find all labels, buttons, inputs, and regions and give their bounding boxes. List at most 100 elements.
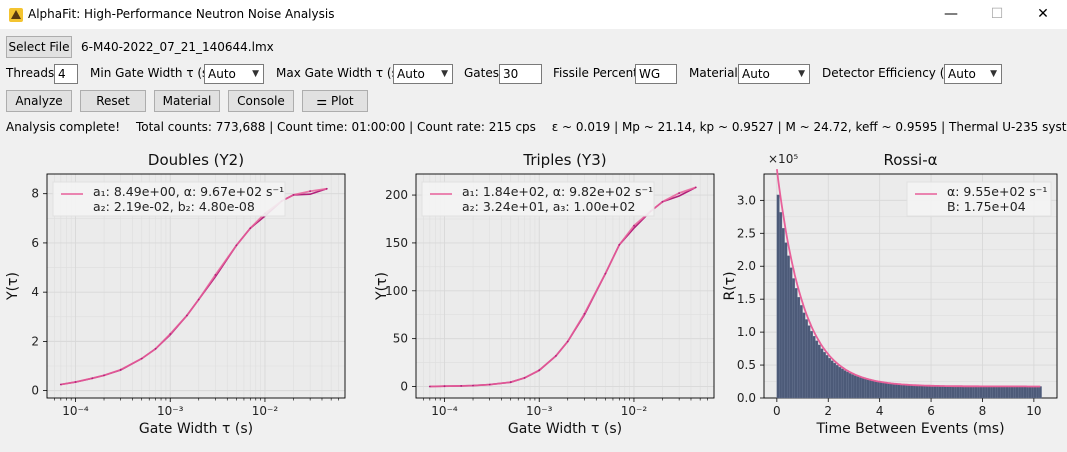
y-tick-label: 0 [31, 384, 39, 398]
histogram-bar [840, 368, 844, 399]
data-point [604, 272, 607, 275]
maximize-button[interactable]: ☐ [990, 6, 1004, 22]
data-point [249, 227, 252, 230]
histogram-bar [815, 340, 819, 399]
console-button[interactable]: Console [228, 90, 294, 112]
histogram-bar [941, 385, 945, 399]
fissile-label: Fissile Percent: [553, 66, 642, 80]
y-tick-label: 3.0 [737, 193, 756, 207]
material-label: Material: [689, 66, 742, 80]
data-point [154, 347, 157, 350]
y-tick-label: 6 [31, 236, 39, 250]
reset-button[interactable]: Reset [80, 90, 146, 112]
plot-button[interactable]: ⚌ Plot [302, 90, 368, 112]
data-point [523, 377, 526, 379]
histogram-bar [871, 380, 875, 399]
chart-1: 10⁻⁴ 10⁻³ 10⁻² 0 2 4 6 8 Doubles (Y2) Gate Width … [5, 151, 346, 437]
histogram-bar [843, 370, 847, 399]
histogram-bar [833, 362, 837, 399]
gates-input[interactable]: 30 [499, 64, 542, 84]
chevron-down-icon: ▼ [798, 69, 805, 79]
threads-input[interactable]: 4 [54, 64, 78, 84]
histogram-bar [786, 255, 790, 399]
x-tick-label: 8 [979, 404, 987, 418]
data-point [186, 314, 188, 317]
data-point [661, 200, 664, 203]
legend-box [906, 181, 1052, 217]
max-gate-select[interactable]: Auto ▼ [393, 64, 453, 84]
chart-title: Rossi-α [883, 151, 937, 169]
histogram-bar [894, 383, 898, 399]
chart-3: 0 2 4 6 8 10 0.0 0.5 1.0 1.5 2.0 2.5 3.0 Rossi-α Time … [722, 151, 1058, 437]
histogram-bar [974, 386, 978, 399]
y-tick-label: 0.0 [737, 391, 756, 405]
material-select[interactable]: Auto ▼ [738, 64, 810, 84]
histogram-bar [887, 383, 891, 399]
y-tick-label: 2 [31, 334, 39, 348]
minimize-button[interactable]: — [944, 6, 958, 22]
y-tick-label: 1.0 [737, 325, 756, 339]
histogram-bar [1038, 386, 1042, 399]
data-point [74, 381, 77, 383]
x-tick-label: 6 [927, 404, 935, 418]
det-eff-value: Auto [948, 67, 976, 81]
fissile-input[interactable]: WG [635, 64, 677, 84]
y-tick-label: 0.5 [737, 358, 756, 372]
legend-entry: B: 1.75e+04 [947, 199, 1026, 214]
histogram-bar [1028, 386, 1032, 399]
x-tick-label: 4 [876, 404, 884, 418]
min-gate-select[interactable]: Auto ▼ [204, 64, 264, 84]
y-tick-label: 150 [385, 236, 408, 250]
chart-2: 10⁻⁴ 10⁻³ 10⁻² 0 50 100 150 200 Triples (Y3) Gate… [374, 151, 715, 437]
data-point [59, 383, 62, 386]
data-point [678, 192, 680, 194]
legend-entry: a₁: 1.84e+02, α: 9.82e+02 s⁻¹ [462, 184, 653, 199]
y-tick-label: 2.5 [737, 226, 756, 240]
histogram-bar [1010, 386, 1014, 399]
title-bar: AlphaFit: High-Performance Neutron Noise… [0, 0, 1067, 29]
max-gate-label: Max Gate Width τ (s): [276, 66, 407, 80]
histogram-bar [1020, 386, 1024, 399]
analyze-button[interactable]: Analyze [6, 90, 72, 112]
window-title: AlphaFit: High-Performance Neutron Noise… [28, 7, 335, 21]
x-tick-label: 10⁻² [621, 404, 648, 418]
axes-frame [46, 173, 346, 399]
y-tick-label: 1.5 [737, 292, 756, 306]
data-point [119, 368, 122, 371]
histogram-bar [828, 357, 831, 399]
histogram-bar [982, 386, 986, 399]
histogram-bar [961, 386, 965, 399]
det-eff-select[interactable]: Auto ▼ [944, 64, 1002, 84]
histogram-bar [869, 380, 873, 399]
histogram-bar [882, 382, 885, 399]
x-tick-label: 10⁻² [252, 404, 279, 418]
material-value: Auto [742, 67, 770, 81]
histogram-bar [938, 385, 942, 399]
data-point [235, 244, 238, 247]
histogram-bar [858, 377, 862, 399]
x-axis-label: Time Between Events (ms) [815, 421, 1004, 437]
histogram-bar [838, 366, 842, 399]
data-point [140, 357, 143, 360]
histogram-bar [861, 378, 865, 399]
fit-curve [776, 168, 1041, 388]
histogram-bar [1018, 386, 1022, 399]
material-button[interactable]: Material [154, 90, 220, 112]
app-icon [9, 8, 23, 22]
histogram-bar [933, 385, 937, 399]
select-file-button[interactable]: Select File [6, 36, 72, 58]
close-button[interactable]: ✕ [1037, 6, 1049, 22]
histogram-bar [797, 297, 801, 399]
x-tick-label: 10⁻³ [526, 404, 553, 418]
chart-title: Triples (Y3) [522, 151, 606, 169]
histogram-bar [936, 385, 939, 399]
histogram-bar [822, 351, 826, 399]
histogram-bar [1023, 386, 1027, 399]
histogram-bar [997, 386, 1001, 399]
histogram-bar [848, 373, 852, 399]
histogram-bar [984, 386, 988, 399]
y-tick-label: 100 [385, 284, 408, 298]
histogram-bar [810, 330, 813, 399]
histogram-bar [920, 385, 924, 399]
data-point [618, 243, 621, 246]
